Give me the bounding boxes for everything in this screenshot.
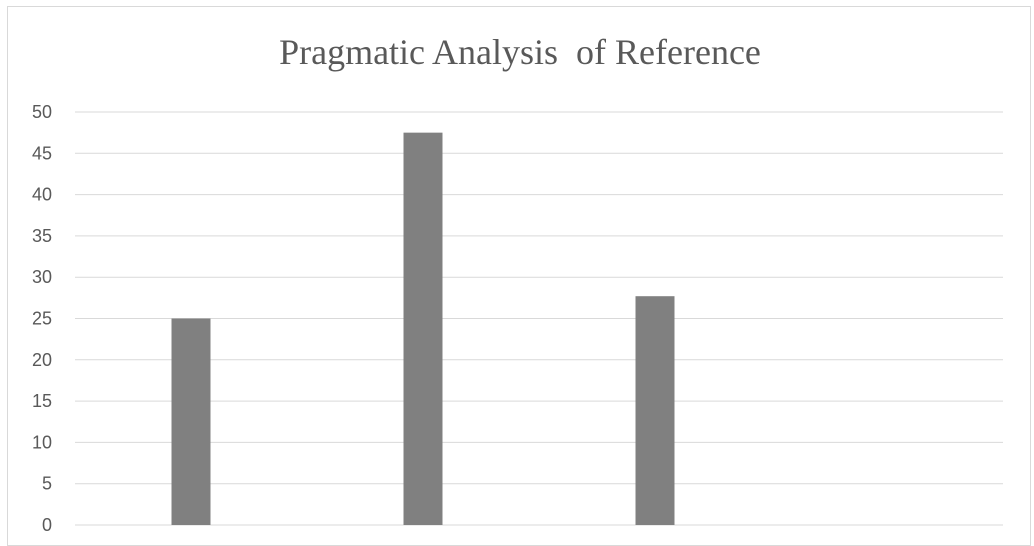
y-tick-label: 40 bbox=[32, 185, 52, 205]
gridlines bbox=[75, 111, 1003, 526]
bar bbox=[171, 318, 211, 525]
y-tick-label: 30 bbox=[32, 267, 52, 287]
y-tick-label: 10 bbox=[32, 432, 52, 452]
bar bbox=[635, 296, 675, 525]
y-tick-label: 0 bbox=[42, 515, 52, 535]
chart-title: Pragmatic Analysis of Reference bbox=[279, 32, 761, 72]
y-tick-label: 50 bbox=[32, 102, 52, 122]
y-tick-label: 20 bbox=[32, 350, 52, 370]
y-tick-label: 25 bbox=[32, 309, 52, 329]
y-tick-label: 15 bbox=[32, 391, 52, 411]
y-axis-tick-labels: 0 5 10 15 20 25 30 35 40 45 50 bbox=[32, 102, 52, 535]
bars bbox=[171, 132, 675, 525]
y-tick-label: 35 bbox=[32, 226, 52, 246]
y-tick-label: 5 bbox=[42, 474, 52, 494]
y-tick-label: 45 bbox=[32, 143, 52, 163]
bar bbox=[403, 132, 443, 525]
